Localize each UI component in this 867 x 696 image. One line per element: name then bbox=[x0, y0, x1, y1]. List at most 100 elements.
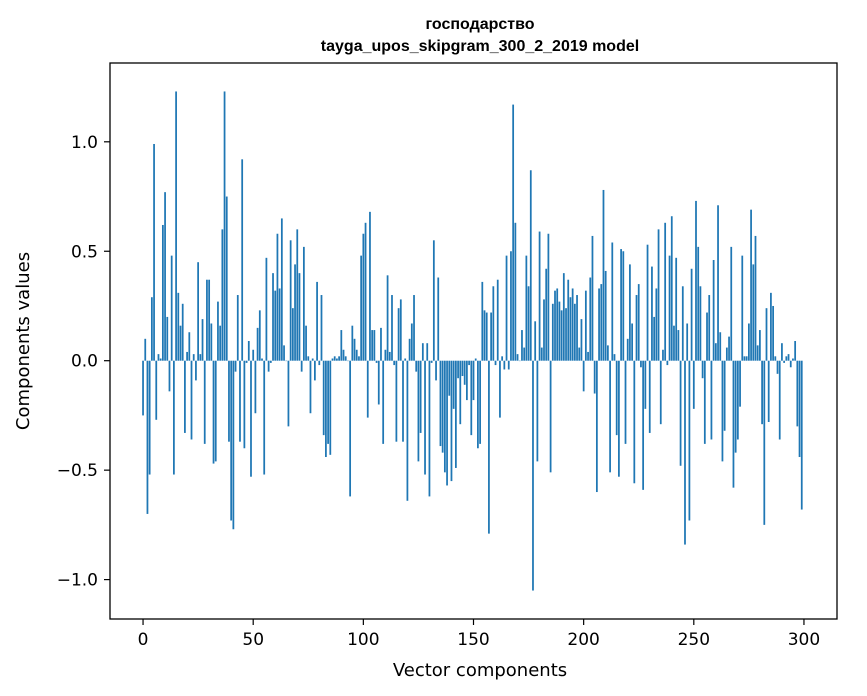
x-axis-ticks: 0 50 100 150 200 250 300 bbox=[138, 619, 820, 650]
bar bbox=[739, 360, 741, 407]
bar bbox=[197, 262, 199, 361]
bar bbox=[732, 360, 735, 488]
bar bbox=[353, 338, 356, 361]
bar bbox=[360, 255, 363, 361]
bar bbox=[355, 349, 358, 361]
bar bbox=[274, 290, 277, 361]
bar bbox=[333, 356, 336, 361]
bar bbox=[692, 360, 695, 409]
bar bbox=[382, 360, 385, 444]
bar bbox=[701, 360, 704, 379]
bar bbox=[373, 330, 376, 361]
bar bbox=[391, 295, 393, 361]
bar bbox=[640, 360, 642, 368]
bar bbox=[699, 286, 702, 361]
bar bbox=[642, 360, 645, 490]
bar bbox=[289, 240, 292, 361]
bar bbox=[298, 273, 301, 361]
bar bbox=[675, 257, 678, 361]
bar bbox=[380, 327, 382, 361]
bar bbox=[254, 360, 257, 414]
bar bbox=[314, 360, 316, 381]
bar bbox=[278, 288, 281, 361]
bar bbox=[600, 284, 603, 361]
bar bbox=[750, 209, 752, 361]
bar bbox=[150, 297, 153, 361]
bar bbox=[514, 222, 517, 361]
bar bbox=[554, 290, 556, 361]
bar bbox=[741, 255, 744, 361]
bar bbox=[584, 290, 587, 361]
bar bbox=[250, 360, 252, 477]
bar bbox=[567, 279, 570, 361]
bar bbox=[611, 242, 614, 361]
bar bbox=[690, 268, 693, 361]
bar bbox=[142, 360, 144, 416]
x-axis-label: Vector components bbox=[393, 660, 567, 681]
bar bbox=[536, 360, 539, 462]
bar bbox=[697, 246, 700, 361]
bar bbox=[477, 360, 479, 449]
bar bbox=[305, 325, 307, 361]
bar bbox=[148, 360, 151, 475]
bar bbox=[529, 170, 532, 361]
bar bbox=[446, 360, 448, 486]
bar bbox=[192, 354, 195, 361]
bar bbox=[796, 360, 799, 427]
bar bbox=[719, 332, 722, 361]
chart-subtitle: tayga_upos_skipgram_300_2_2019 model bbox=[321, 38, 639, 55]
bar bbox=[386, 275, 389, 361]
bar bbox=[664, 222, 667, 361]
bar bbox=[272, 273, 274, 361]
bar bbox=[728, 336, 730, 361]
bar bbox=[230, 360, 233, 521]
bar bbox=[743, 356, 746, 361]
bar bbox=[615, 360, 618, 436]
bar bbox=[413, 295, 415, 361]
bar bbox=[263, 360, 266, 475]
bar bbox=[558, 301, 561, 361]
bar bbox=[212, 360, 215, 464]
bar bbox=[395, 360, 398, 442]
bar bbox=[435, 360, 437, 381]
bar bbox=[622, 251, 625, 361]
bar bbox=[748, 323, 750, 361]
bar bbox=[677, 330, 680, 361]
bar bbox=[490, 312, 492, 361]
bar bbox=[342, 349, 345, 361]
x-tick-label: 0 bbox=[138, 630, 149, 650]
bar bbox=[459, 360, 462, 425]
bar bbox=[432, 240, 435, 361]
bar bbox=[159, 358, 162, 361]
bar bbox=[609, 360, 611, 473]
bar bbox=[146, 360, 149, 514]
bar bbox=[358, 356, 360, 361]
bar bbox=[201, 319, 204, 361]
bar bbox=[496, 279, 499, 361]
bar bbox=[549, 360, 552, 473]
bar bbox=[443, 360, 446, 473]
bar bbox=[712, 260, 715, 361]
chart-title: господарство bbox=[425, 16, 534, 33]
bar bbox=[336, 358, 338, 361]
bar bbox=[589, 277, 592, 361]
bar bbox=[754, 235, 757, 361]
bar bbox=[481, 281, 484, 361]
bar bbox=[179, 325, 182, 361]
bar bbox=[351, 325, 354, 361]
bar bbox=[307, 356, 310, 361]
bar bbox=[181, 303, 184, 361]
bar bbox=[214, 360, 217, 462]
bar bbox=[228, 360, 230, 442]
bar bbox=[576, 295, 578, 361]
bar bbox=[653, 316, 656, 361]
bar bbox=[410, 323, 413, 361]
bar bbox=[302, 246, 305, 361]
bar bbox=[362, 233, 365, 361]
bar bbox=[602, 189, 605, 361]
bar bbox=[426, 343, 429, 361]
bar bbox=[287, 360, 290, 427]
bar bbox=[668, 255, 671, 361]
bar bbox=[468, 360, 470, 366]
bar bbox=[752, 264, 755, 361]
